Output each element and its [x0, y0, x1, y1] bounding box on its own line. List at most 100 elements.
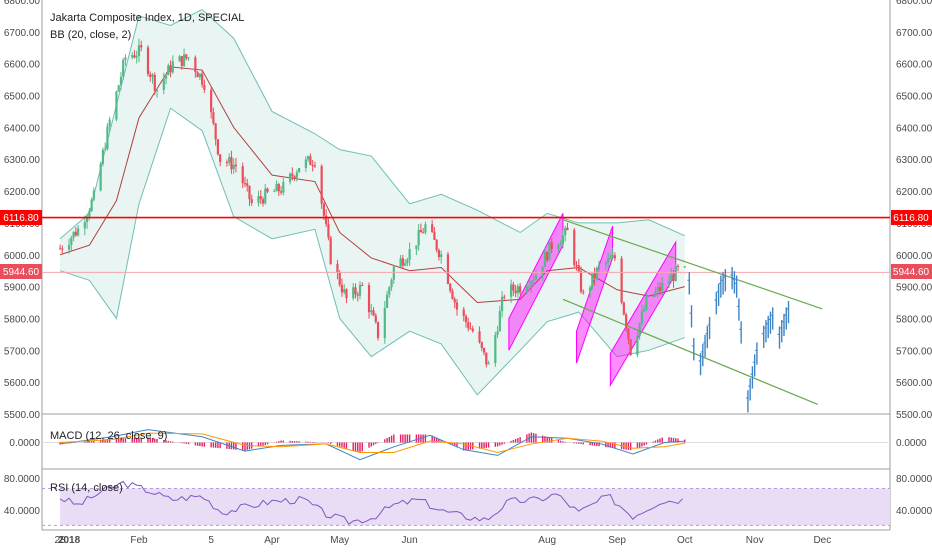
candle-body [61, 248, 64, 250]
candle-body [588, 287, 592, 292]
candle-body [108, 119, 111, 127]
candle-body [609, 258, 612, 260]
candle-body [137, 45, 141, 57]
y-tick-right: 5500.00 [896, 410, 932, 421]
candle-body [309, 156, 312, 166]
candle-body [392, 266, 395, 280]
candle-body [74, 231, 77, 236]
candle-body [225, 162, 229, 164]
candle-body [72, 231, 75, 238]
candle-body [367, 285, 371, 313]
candle-body [313, 165, 316, 167]
candle-body [575, 265, 578, 267]
candle-body [212, 112, 215, 124]
candle-body [606, 258, 610, 263]
candle-body [372, 310, 375, 316]
candle-body [180, 56, 183, 67]
rsi-line [59, 480, 683, 525]
candle-body [676, 266, 680, 268]
candle-body [557, 245, 560, 250]
candle-body [627, 328, 630, 340]
candle-body [550, 242, 553, 250]
candle-body [243, 183, 247, 185]
candle-body [446, 254, 450, 284]
candle-body [661, 283, 664, 291]
overlay-lines [42, 216, 890, 406]
candle-body [361, 284, 364, 286]
candle-body [327, 224, 330, 238]
candle-body [419, 229, 422, 233]
candle-body [124, 57, 127, 60]
candle-body [298, 168, 301, 173]
candle-body [133, 55, 136, 58]
candles [58, 38, 686, 368]
price-tag-text: 5944.60 [3, 267, 40, 278]
y-tick-right: 6700.00 [896, 28, 932, 39]
candle-body [449, 283, 452, 291]
candle-body [451, 290, 454, 299]
candle-body [593, 273, 596, 279]
candle-body [514, 290, 517, 294]
macd-tick-right: 0.0000 [896, 438, 927, 449]
candle-body [104, 148, 107, 150]
y-tick-right: 5900.00 [896, 283, 932, 294]
candle-body [406, 259, 409, 264]
candle-body [67, 244, 71, 250]
candle-body [90, 199, 93, 211]
candle-body [613, 255, 616, 259]
candle-body [216, 139, 220, 155]
y-tick-left: 5600.00 [4, 378, 41, 389]
candle-body [464, 315, 468, 323]
candle-body [643, 309, 646, 312]
x-tick-label: Jun [402, 535, 418, 546]
candle-body [597, 264, 601, 268]
candle-body [83, 222, 86, 229]
x-tick-label: Dec [813, 535, 831, 546]
candle-body [471, 328, 474, 332]
candle-body [291, 173, 294, 177]
candle-body [194, 57, 197, 73]
candle-body [266, 188, 269, 192]
candle-body [401, 258, 404, 266]
candle-body [257, 196, 260, 204]
candle-body [201, 73, 204, 85]
candle-body [579, 271, 583, 292]
candle-body [408, 249, 411, 260]
candle-body [264, 188, 267, 204]
candle-body [487, 363, 490, 365]
candle-body [307, 156, 310, 160]
candle-body [354, 287, 357, 295]
bollinger-bands [59, 8, 685, 396]
flag-pattern [609, 240, 677, 388]
candle-body [422, 232, 425, 234]
candle-body [345, 289, 348, 299]
y-tick-right: 6600.00 [896, 60, 932, 71]
flag-pattern [576, 225, 614, 364]
candle-body [670, 274, 673, 282]
candle-body [503, 296, 506, 298]
rsi-legend: RSI (14, close) [50, 482, 123, 494]
price-tag-bg [0, 210, 42, 225]
candle-body [320, 165, 323, 204]
candle-body [512, 284, 515, 291]
right-macd-ticks: 0.0000 [896, 438, 927, 449]
candle-body [131, 55, 134, 58]
price-tag-resistance-left: 6116.80 [0, 210, 42, 225]
candle-body [140, 45, 143, 48]
candle-body [629, 339, 632, 355]
candle-body [467, 322, 470, 329]
x-tick-label: Nov [746, 535, 764, 546]
candle-body [352, 287, 355, 299]
candle-body [261, 199, 265, 204]
candle-body [638, 322, 641, 336]
candle-body [171, 61, 174, 73]
candle-body [135, 56, 138, 58]
candle-body [210, 89, 213, 113]
candle-body [279, 191, 283, 193]
chart-title: Jakarta Composite Index, 1D, SPECIAL [50, 12, 244, 24]
candle-body [415, 245, 418, 250]
candle-body [620, 258, 623, 303]
y-tick-right: 6500.00 [896, 92, 932, 103]
